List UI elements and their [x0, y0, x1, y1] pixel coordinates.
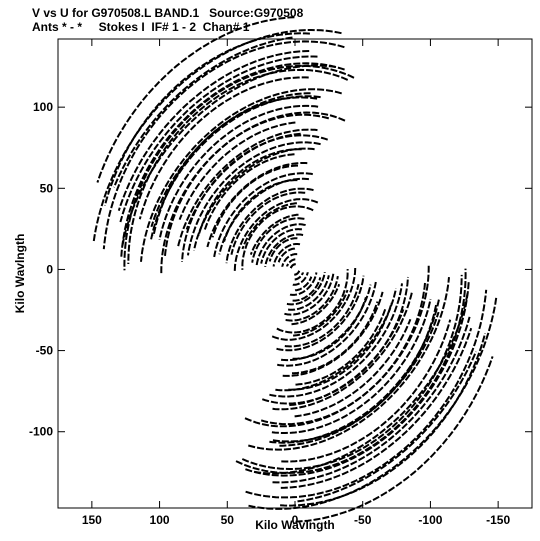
uv-track [294, 276, 313, 292]
uv-track [251, 217, 305, 263]
uv-track [206, 162, 308, 248]
uv-track [289, 309, 405, 407]
uv-track [286, 258, 296, 267]
uv-track [285, 275, 339, 322]
uv-track [275, 288, 397, 392]
uv-track [150, 95, 321, 240]
uv-track [295, 356, 494, 523]
uv-track [230, 191, 306, 255]
uv-track [271, 298, 432, 434]
uv-track [127, 68, 349, 265]
x-tick-label: -50 [354, 513, 372, 527]
uv-track [158, 104, 319, 241]
uv-track [187, 141, 321, 256]
uv-track [268, 237, 298, 262]
uv-track [241, 205, 314, 270]
uv-track [297, 351, 477, 503]
x-tick-label: 100 [150, 513, 170, 527]
uv-track [269, 299, 440, 444]
uv-track [245, 289, 488, 499]
uv-track [287, 275, 330, 311]
uv-track [254, 292, 469, 475]
uv-track [292, 277, 322, 302]
uv-track [264, 233, 304, 267]
uv-track [244, 264, 430, 428]
uv-track [291, 283, 341, 326]
uv-track [245, 281, 470, 477]
uv-track [294, 318, 412, 418]
uv-track [160, 111, 346, 275]
uv-track [193, 147, 315, 251]
uv-track [280, 327, 473, 489]
uv-track [280, 333, 487, 507]
x-axis-ticks: 150 100 50 0 -50 -100 -150 [82, 39, 510, 527]
uv-track [102, 40, 345, 250]
uv-track [282, 291, 384, 377]
uv-track [178, 121, 296, 220]
uv-track [117, 50, 310, 212]
uv-track [248, 276, 450, 451]
uv-track [272, 291, 413, 411]
uv-track [277, 247, 296, 263]
x-axis-label: Kilo Wavlngth [255, 518, 335, 532]
y-tick-label: 0 [46, 262, 53, 276]
uv-track [289, 272, 318, 296]
uv-track [103, 32, 310, 206]
uv-track [289, 263, 296, 270]
y-axis-ticks: 100 50 0 -50 -100 [29, 100, 532, 439]
uv-track [294, 272, 304, 281]
uv-track [284, 272, 335, 316]
uv-track [292, 272, 309, 286]
uv-track [203, 153, 295, 230]
uv-track [255, 223, 306, 267]
y-tick-label: 100 [33, 100, 53, 114]
uv-track [233, 198, 319, 273]
uv-track [249, 213, 299, 255]
uv-track [269, 283, 403, 398]
uv-track [279, 311, 440, 447]
uv-track [241, 274, 463, 471]
uv-track [260, 228, 303, 264]
uv-track [113, 36, 293, 188]
uv-track [280, 284, 372, 362]
uv-track [150, 92, 311, 228]
uv-track [294, 269, 301, 276]
uv-track [276, 269, 349, 334]
uv-track [225, 187, 314, 264]
uv-track [120, 62, 345, 258]
x-tick-label: 0 [292, 513, 299, 527]
uv-track [119, 55, 318, 223]
uv-tracks [92, 16, 498, 523]
uv-track [276, 275, 365, 352]
uv-track [293, 289, 349, 337]
chart-title: V vs U for G970508.L BAND.1 Source:G9705… [32, 6, 304, 20]
uv-track [138, 76, 309, 220]
uv-track [96, 16, 295, 183]
uv-track [140, 88, 342, 262]
x-tick-label: 150 [82, 513, 102, 527]
uv-track [121, 64, 336, 247]
uv-track [271, 266, 357, 341]
uv-track [185, 132, 301, 230]
x-tick-label: -100 [418, 513, 442, 527]
y-tick-label: -100 [29, 425, 53, 439]
uv-track [284, 284, 360, 348]
y-tick-label: -50 [36, 344, 54, 358]
y-axis-label: Kilo Wavlngth [13, 234, 27, 314]
uv-track [281, 319, 452, 463]
uv-track [295, 308, 387, 386]
uv-track [272, 243, 301, 267]
x-tick-label: 50 [221, 513, 235, 527]
uv-track [281, 253, 298, 267]
uv-track [276, 281, 377, 367]
uv-track [241, 202, 297, 250]
uv-track [213, 172, 314, 258]
x-tick-label: -150 [486, 513, 510, 527]
uv-track [218, 177, 309, 255]
uv-track [272, 316, 471, 484]
uv-track [286, 271, 326, 306]
uv-track [177, 128, 318, 248]
y-tick-label: 50 [40, 181, 54, 195]
